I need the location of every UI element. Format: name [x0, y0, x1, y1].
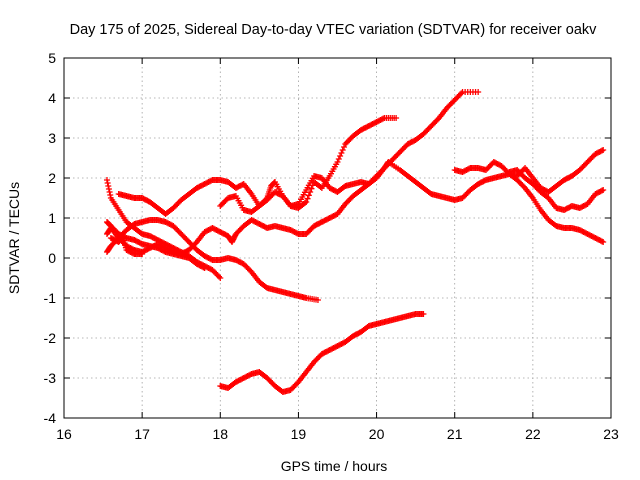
- data-point: [301, 200, 308, 206]
- y-tick-label: -3: [44, 370, 57, 386]
- chart-title: Day 175 of 2025, Sidereal Day-to-day VTE…: [70, 22, 598, 38]
- data-point: [393, 115, 400, 121]
- y-tick-label: 4: [48, 90, 56, 106]
- data-point: [305, 192, 312, 199]
- data-point: [420, 311, 427, 317]
- series-track-e: [103, 219, 208, 271]
- data-point: [139, 251, 146, 257]
- y-tick-label: 5: [48, 50, 56, 66]
- data-point: [314, 297, 321, 303]
- data-point: [600, 239, 607, 245]
- x-tick-label: 20: [369, 426, 385, 442]
- data-point: [106, 189, 113, 195]
- data-point: [303, 199, 310, 205]
- data-point: [231, 233, 238, 240]
- data-point: [600, 187, 607, 193]
- data-point: [103, 177, 110, 183]
- y-tick-label: 1: [48, 210, 56, 226]
- data-point: [230, 235, 237, 241]
- data-points: [103, 89, 607, 395]
- x-tick-label: 21: [447, 426, 463, 442]
- y-tick-label: -1: [44, 290, 57, 306]
- data-point: [338, 150, 345, 156]
- data-point: [334, 159, 341, 165]
- plot-frame: [63, 57, 612, 419]
- data-point: [229, 237, 236, 244]
- data-point: [217, 275, 224, 281]
- data-point: [600, 147, 607, 153]
- x-axis-label: GPS time / hours: [281, 458, 388, 474]
- x-tick-label: 17: [134, 426, 150, 442]
- data-point: [104, 180, 111, 186]
- data-point: [304, 195, 311, 202]
- data-point: [598, 238, 605, 245]
- x-tick-label: 22: [525, 426, 541, 442]
- data-point: [105, 186, 112, 192]
- data-point: [339, 147, 346, 153]
- data-point: [380, 115, 387, 122]
- data-point: [598, 187, 605, 194]
- y-tick-label: 3: [48, 130, 56, 146]
- series-track-g: [217, 115, 400, 215]
- data-point: [598, 147, 605, 154]
- x-tick-label: 16: [56, 426, 72, 442]
- series-track-j: [506, 167, 607, 213]
- data-point: [341, 144, 348, 150]
- data-point: [230, 236, 237, 243]
- y-axis-label: SDTVAR / TECUs: [6, 182, 22, 294]
- data-point: [458, 90, 465, 97]
- grid: [64, 58, 611, 418]
- y-tick-label: 2: [48, 170, 56, 186]
- x-tick-label: 18: [212, 426, 228, 442]
- y-tick-label: 0: [48, 250, 56, 266]
- data-point: [107, 192, 114, 198]
- x-tick-label: 19: [291, 426, 307, 442]
- data-point: [307, 189, 314, 195]
- series-track-h: [217, 311, 427, 395]
- x-tick-label: 23: [603, 426, 619, 442]
- data-point: [215, 273, 222, 280]
- series-track-f: [107, 233, 146, 257]
- data-point: [308, 185, 315, 192]
- series-track-i: [451, 147, 607, 195]
- data-point: [118, 234, 125, 240]
- data-point: [337, 153, 344, 159]
- y-tick-label: -4: [44, 410, 57, 426]
- data-point: [335, 156, 342, 162]
- data-point: [105, 183, 112, 189]
- data-point: [229, 239, 236, 245]
- data-point: [201, 265, 208, 271]
- data-point: [475, 89, 482, 95]
- y-tick-label: -2: [44, 330, 57, 346]
- data-point: [200, 264, 207, 271]
- data-point: [262, 196, 269, 203]
